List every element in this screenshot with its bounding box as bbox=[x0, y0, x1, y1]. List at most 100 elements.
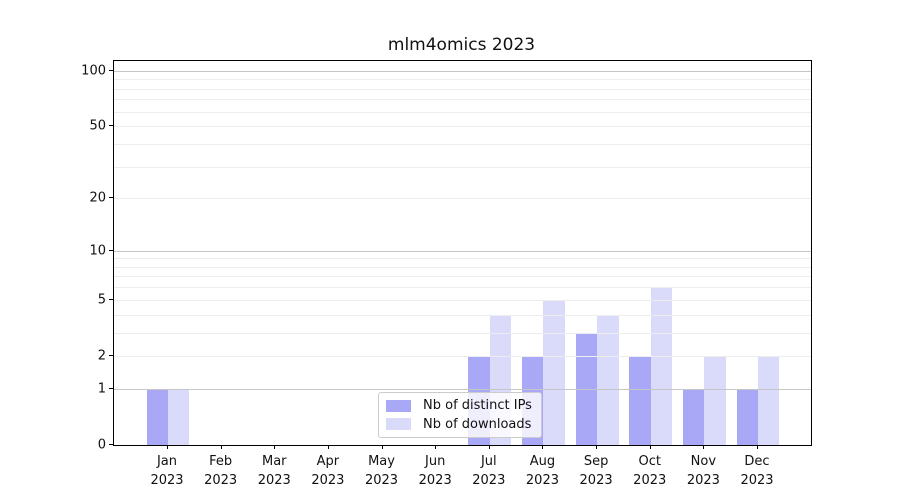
gridline-minor-90 bbox=[114, 79, 811, 81]
gridline-minor-20 bbox=[114, 198, 811, 200]
gridline-minor-2 bbox=[114, 355, 811, 357]
bar-nb-of-distinct-ips-oct-2023 bbox=[629, 355, 651, 445]
xtick-label-dec: Dec 2023 bbox=[740, 452, 773, 490]
ytick-label-2: 2 bbox=[97, 348, 106, 364]
xtick-label-jun: Jun 2023 bbox=[419, 452, 452, 490]
xtick-mark-mar bbox=[274, 445, 276, 449]
chart-title: mlm4omics 2023 bbox=[387, 35, 536, 55]
xtick-month: Aug bbox=[529, 454, 556, 469]
xtick-label-feb: Feb 2023 bbox=[204, 452, 237, 490]
legend-swatch-icon bbox=[386, 399, 411, 412]
xtick-mark-dec bbox=[757, 445, 758, 449]
xtick-label-jul: Jul 2023 bbox=[472, 452, 505, 490]
bar-nb-of-downloads-oct-2023 bbox=[650, 287, 673, 445]
ytick-mark-5 bbox=[109, 298, 113, 300]
xtick-mark-sep bbox=[596, 445, 598, 449]
ytick-label-1: 1 bbox=[97, 381, 106, 397]
legend-row-nb-of-distinct-ips: Nb of distinct IPs bbox=[386, 398, 535, 413]
xtick-month: Jan bbox=[156, 454, 178, 469]
xtick-mark-jun bbox=[435, 445, 437, 449]
xtick-mark-aug bbox=[542, 445, 544, 449]
gridline-major-100 bbox=[114, 70, 811, 72]
gridline-minor-80 bbox=[114, 88, 811, 90]
xtick-year: 2023 bbox=[204, 473, 238, 488]
gridlines-layer bbox=[114, 61, 811, 445]
ytick-mark-10 bbox=[109, 249, 113, 251]
ytick-label-20: 20 bbox=[89, 190, 106, 206]
legend: Nb of distinct IPs Nb of downloads bbox=[378, 392, 542, 438]
xtick-label-aug: Aug 2023 bbox=[526, 452, 559, 490]
xtick-year: 2023 bbox=[579, 473, 613, 488]
xtick-month: Mar bbox=[262, 454, 287, 469]
bar-nb-of-distinct-ips-sep-2023 bbox=[575, 332, 598, 445]
bar-nb-of-downloads-nov-2023 bbox=[704, 355, 726, 445]
xtick-year: 2023 bbox=[150, 473, 184, 488]
xtick-mark-jul bbox=[488, 445, 490, 449]
xtick-month: Jul bbox=[480, 454, 497, 469]
xtick-label-oct: Oct 2023 bbox=[633, 452, 666, 490]
ytick-label-50: 50 bbox=[89, 118, 106, 134]
gridline-minor-7 bbox=[114, 276, 811, 278]
ytick-label-10: 10 bbox=[89, 243, 106, 259]
bar-nb-of-downloads-jan-2023 bbox=[168, 388, 190, 445]
gridline-minor-5 bbox=[114, 299, 811, 301]
xtick-mark-feb bbox=[220, 445, 222, 449]
legend-row-nb-of-downloads: Nb of downloads bbox=[386, 417, 535, 432]
legend-label: Nb of downloads bbox=[423, 416, 532, 432]
xtick-month: May bbox=[368, 454, 395, 469]
xtick-label-may: May 2023 bbox=[365, 452, 398, 490]
gridline-minor-3 bbox=[114, 332, 811, 334]
xtick-mark-nov bbox=[703, 445, 705, 449]
xtick-month: Dec bbox=[744, 454, 770, 469]
xtick-month: Oct bbox=[638, 454, 661, 469]
xtick-mark-may bbox=[381, 445, 383, 449]
xtick-year: 2023 bbox=[472, 473, 506, 488]
ytick-label-0: 0 bbox=[97, 437, 106, 453]
xtick-year: 2023 bbox=[257, 473, 291, 488]
xtick-month: Apr bbox=[316, 454, 340, 469]
xtick-year: 2023 bbox=[364, 473, 399, 488]
ytick-mark-20 bbox=[109, 197, 113, 199]
xtick-mark-jan bbox=[167, 445, 168, 449]
gridline-minor-8 bbox=[114, 266, 811, 268]
bar-nb-of-distinct-ips-jan-2023 bbox=[146, 388, 168, 445]
xtick-year: 2023 bbox=[525, 473, 559, 488]
bars-layer bbox=[114, 61, 811, 445]
xtick-month: Jun bbox=[425, 454, 446, 469]
xtick-year: 2023 bbox=[686, 473, 720, 488]
xtick-month: Feb bbox=[209, 454, 233, 469]
gridline-minor-30 bbox=[114, 166, 811, 168]
legend-label: Nb of distinct IPs bbox=[423, 398, 532, 414]
xtick-mark-oct bbox=[649, 445, 651, 449]
xtick-year: 2023 bbox=[418, 473, 452, 488]
xtick-label-apr: Apr 2023 bbox=[311, 452, 344, 490]
gridline-minor-70 bbox=[114, 99, 811, 101]
legend-swatch-icon bbox=[386, 418, 411, 431]
ytick-label-100: 100 bbox=[81, 63, 106, 79]
gridline-minor-4 bbox=[114, 314, 811, 316]
xtick-mark-apr bbox=[327, 445, 329, 449]
gridline-major-10 bbox=[114, 250, 811, 252]
bar-nb-of-downloads-aug-2023 bbox=[543, 299, 565, 445]
xtick-month: Sep bbox=[583, 454, 609, 469]
ytick-mark-1 bbox=[109, 387, 113, 389]
bar-nb-of-distinct-ips-dec-2023 bbox=[736, 388, 758, 445]
gridline-minor-9 bbox=[114, 258, 811, 260]
bar-nb-of-distinct-ips-nov-2023 bbox=[682, 388, 705, 445]
xtick-label-jan: Jan 2023 bbox=[150, 452, 183, 490]
bar-nb-of-downloads-dec-2023 bbox=[758, 355, 780, 445]
gridline-minor-50 bbox=[114, 126, 811, 128]
xtick-year: 2023 bbox=[311, 473, 345, 488]
bar-nb-of-downloads-sep-2023 bbox=[597, 314, 619, 445]
xtick-year: 2023 bbox=[740, 473, 774, 488]
xtick-month: Nov bbox=[690, 454, 717, 469]
gridline-major-1 bbox=[114, 388, 811, 390]
xtick-year: 2023 bbox=[633, 473, 667, 488]
xtick-label-sep: Sep 2023 bbox=[580, 452, 613, 490]
gridline-minor-60 bbox=[114, 111, 811, 113]
ytick-mark-0 bbox=[109, 444, 113, 445]
ytick-mark-100 bbox=[109, 69, 113, 71]
xtick-label-mar: Mar 2023 bbox=[258, 452, 291, 490]
ytick-mark-50 bbox=[109, 125, 113, 127]
